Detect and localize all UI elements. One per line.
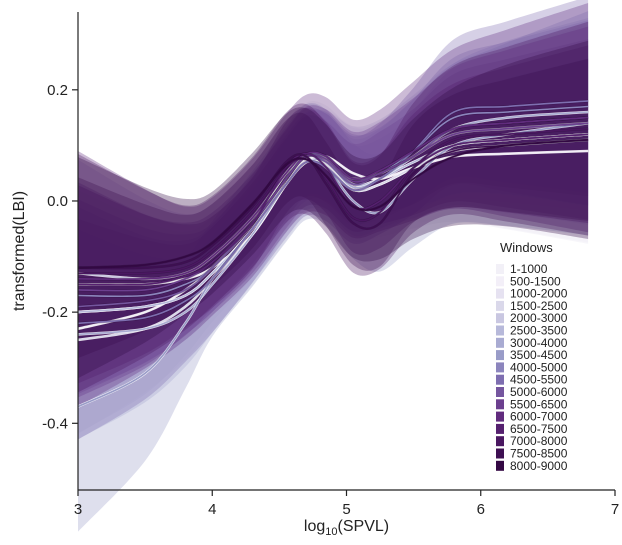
legend-label-7000-8000: 7000-8000 — [510, 434, 568, 448]
x-tick-label: 6 — [477, 501, 485, 518]
legend-swatch-2500-3500 — [496, 325, 504, 336]
x-axis-title-subscript: 10 — [325, 526, 337, 538]
y-axis-ticks: -0.4 -0.2 0.0 0.2 — [42, 82, 78, 432]
x-axis-ticks: 3 4 5 6 7 — [74, 490, 619, 518]
legend-swatch-8000-9000 — [496, 460, 504, 471]
series-line-5500-6500 — [77, 122, 589, 292]
y-tick-label: 0.0 — [47, 193, 68, 210]
x-axis-title-tail: (SPVL) — [338, 518, 390, 535]
legend-swatch-5500-6500 — [496, 399, 504, 410]
legend-label-5500-6500: 5500-6500 — [510, 397, 568, 411]
legend-label-1000-2000: 1000-2000 — [510, 287, 568, 301]
legend-label-500-1500: 500-1500 — [510, 274, 561, 288]
legend-swatch-3500-4500 — [496, 350, 504, 361]
legend-label-7500-8500: 7500-8500 — [510, 447, 568, 461]
x-axis-title: log10(SPVL) — [304, 518, 389, 538]
band-3000-4000 — [78, 18, 589, 440]
legend-swatch-1000-2000 — [496, 288, 504, 299]
legend-label-8000-9000: 8000-9000 — [510, 459, 568, 473]
legend-label-1-1000: 1-1000 — [510, 262, 548, 276]
series-line-8000-9000 — [77, 139, 589, 269]
y-tick-label: 0.2 — [47, 82, 68, 99]
legend-items: 1-1000500-15001000-20001500-25002000-300… — [496, 262, 568, 473]
legend-label-4000-5000: 4000-5000 — [510, 360, 568, 374]
legend-swatch-500-1500 — [496, 276, 504, 287]
series-line-4500-5500 — [77, 100, 589, 325]
band-6000-7000 — [78, 3, 589, 407]
x-tick-label: 7 — [611, 501, 619, 518]
band-6500-7500 — [78, 45, 589, 384]
band-500-1500 — [78, 59, 589, 387]
legend-swatch-1-1000 — [496, 264, 504, 274]
series-line-6000-7000 — [77, 116, 589, 280]
x-tick-label: 5 — [342, 501, 350, 518]
legend-label-2500-3500: 2500-3500 — [510, 324, 568, 338]
legend-swatch-4500-5500 — [496, 374, 504, 385]
legend-label-3000-4000: 3000-4000 — [510, 336, 568, 350]
legend-swatch-6500-7500 — [496, 423, 504, 434]
band-4000-5000 — [78, 20, 589, 392]
y-tick-label: -0.4 — [42, 415, 68, 432]
x-tick-label: 3 — [74, 501, 82, 518]
x-axis-title-base: log — [304, 518, 325, 535]
legend-label-6500-7500: 6500-7500 — [510, 422, 568, 436]
x-tick-label: 4 — [208, 501, 216, 518]
legend-label-1500-2500: 1500-2500 — [510, 299, 568, 313]
legend-label-3500-4500: 3500-4500 — [510, 348, 568, 362]
series-lines — [77, 99, 589, 408]
legend-swatch-1500-2500 — [496, 300, 504, 311]
legend-swatch-4000-5000 — [496, 362, 504, 373]
legend-swatch-7500-8500 — [496, 448, 504, 459]
legend-swatch-2000-3000 — [496, 313, 504, 324]
series-line-7500-8500 — [77, 139, 589, 269]
legend-label-5000-6000: 5000-6000 — [510, 385, 568, 399]
y-axis-title: transformed(LBI) — [11, 191, 28, 311]
legend-title: Windows — [500, 240, 553, 255]
band-1-1000 — [78, 60, 589, 411]
band-7000-8000 — [78, 21, 589, 393]
legend: Windows 1-1000500-15001000-20001500-2500… — [496, 240, 568, 473]
band-2000-3000 — [78, 21, 589, 387]
legend-swatch-7000-8000 — [496, 436, 504, 447]
series-line-4000-5000 — [77, 105, 589, 298]
series-line-6500-7500 — [77, 133, 589, 286]
y-tick-label: -0.2 — [42, 304, 68, 321]
legend-label-2000-3000: 2000-3000 — [510, 311, 568, 325]
legend-swatch-6000-7000 — [496, 411, 504, 422]
legend-swatch-3000-4000 — [496, 337, 504, 348]
legend-label-6000-7000: 6000-7000 — [510, 410, 568, 424]
band-5500-6500 — [78, 26, 589, 398]
legend-swatch-5000-6000 — [496, 387, 504, 397]
legend-label-4500-5500: 4500-5500 — [510, 373, 568, 387]
band-3500-4500 — [78, 11, 589, 532]
